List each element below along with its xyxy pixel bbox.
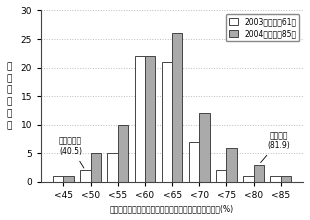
Bar bbox=[53, 176, 64, 182]
X-axis label: 総イソフラボン含量に占めるゲニステイン骨格型比率(%): 総イソフラボン含量に占めるゲニステイン骨格型比率(%) bbox=[110, 204, 234, 213]
Bar bbox=[271, 176, 281, 182]
Y-axis label: 品
種
・
系
統
数: 品 種 ・ 系 統 数 bbox=[7, 62, 12, 130]
Bar bbox=[91, 153, 101, 182]
Bar bbox=[108, 153, 118, 182]
Bar bbox=[243, 176, 254, 182]
Legend: 2003年産大嘂61点, 2004年産大嘂85点: 2003年産大嘂61点, 2004年産大嘂85点 bbox=[226, 14, 299, 41]
Bar bbox=[162, 62, 172, 182]
Bar bbox=[118, 125, 128, 182]
Bar bbox=[80, 170, 91, 182]
Bar bbox=[145, 56, 155, 182]
Bar bbox=[172, 33, 183, 182]
Bar bbox=[281, 176, 291, 182]
Bar bbox=[216, 170, 227, 182]
Bar bbox=[64, 176, 74, 182]
Bar bbox=[135, 56, 145, 182]
Text: 久万大豆
(81.9): 久万大豆 (81.9) bbox=[261, 131, 290, 163]
Bar bbox=[189, 142, 199, 182]
Bar bbox=[227, 148, 237, 182]
Text: アキシロメ
(40.5): アキシロメ (40.5) bbox=[59, 137, 84, 168]
Bar bbox=[199, 113, 210, 182]
Bar bbox=[254, 165, 264, 182]
